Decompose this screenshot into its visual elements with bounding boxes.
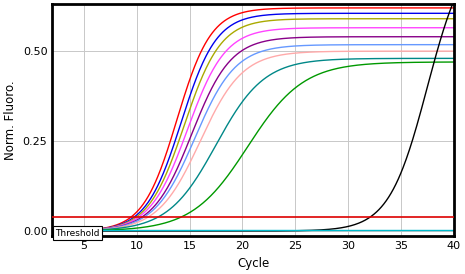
Y-axis label: Norm. Fluoro.: Norm. Fluoro. — [4, 81, 17, 160]
X-axis label: Cycle: Cycle — [237, 257, 269, 270]
Text: Threshold: Threshold — [55, 229, 100, 238]
